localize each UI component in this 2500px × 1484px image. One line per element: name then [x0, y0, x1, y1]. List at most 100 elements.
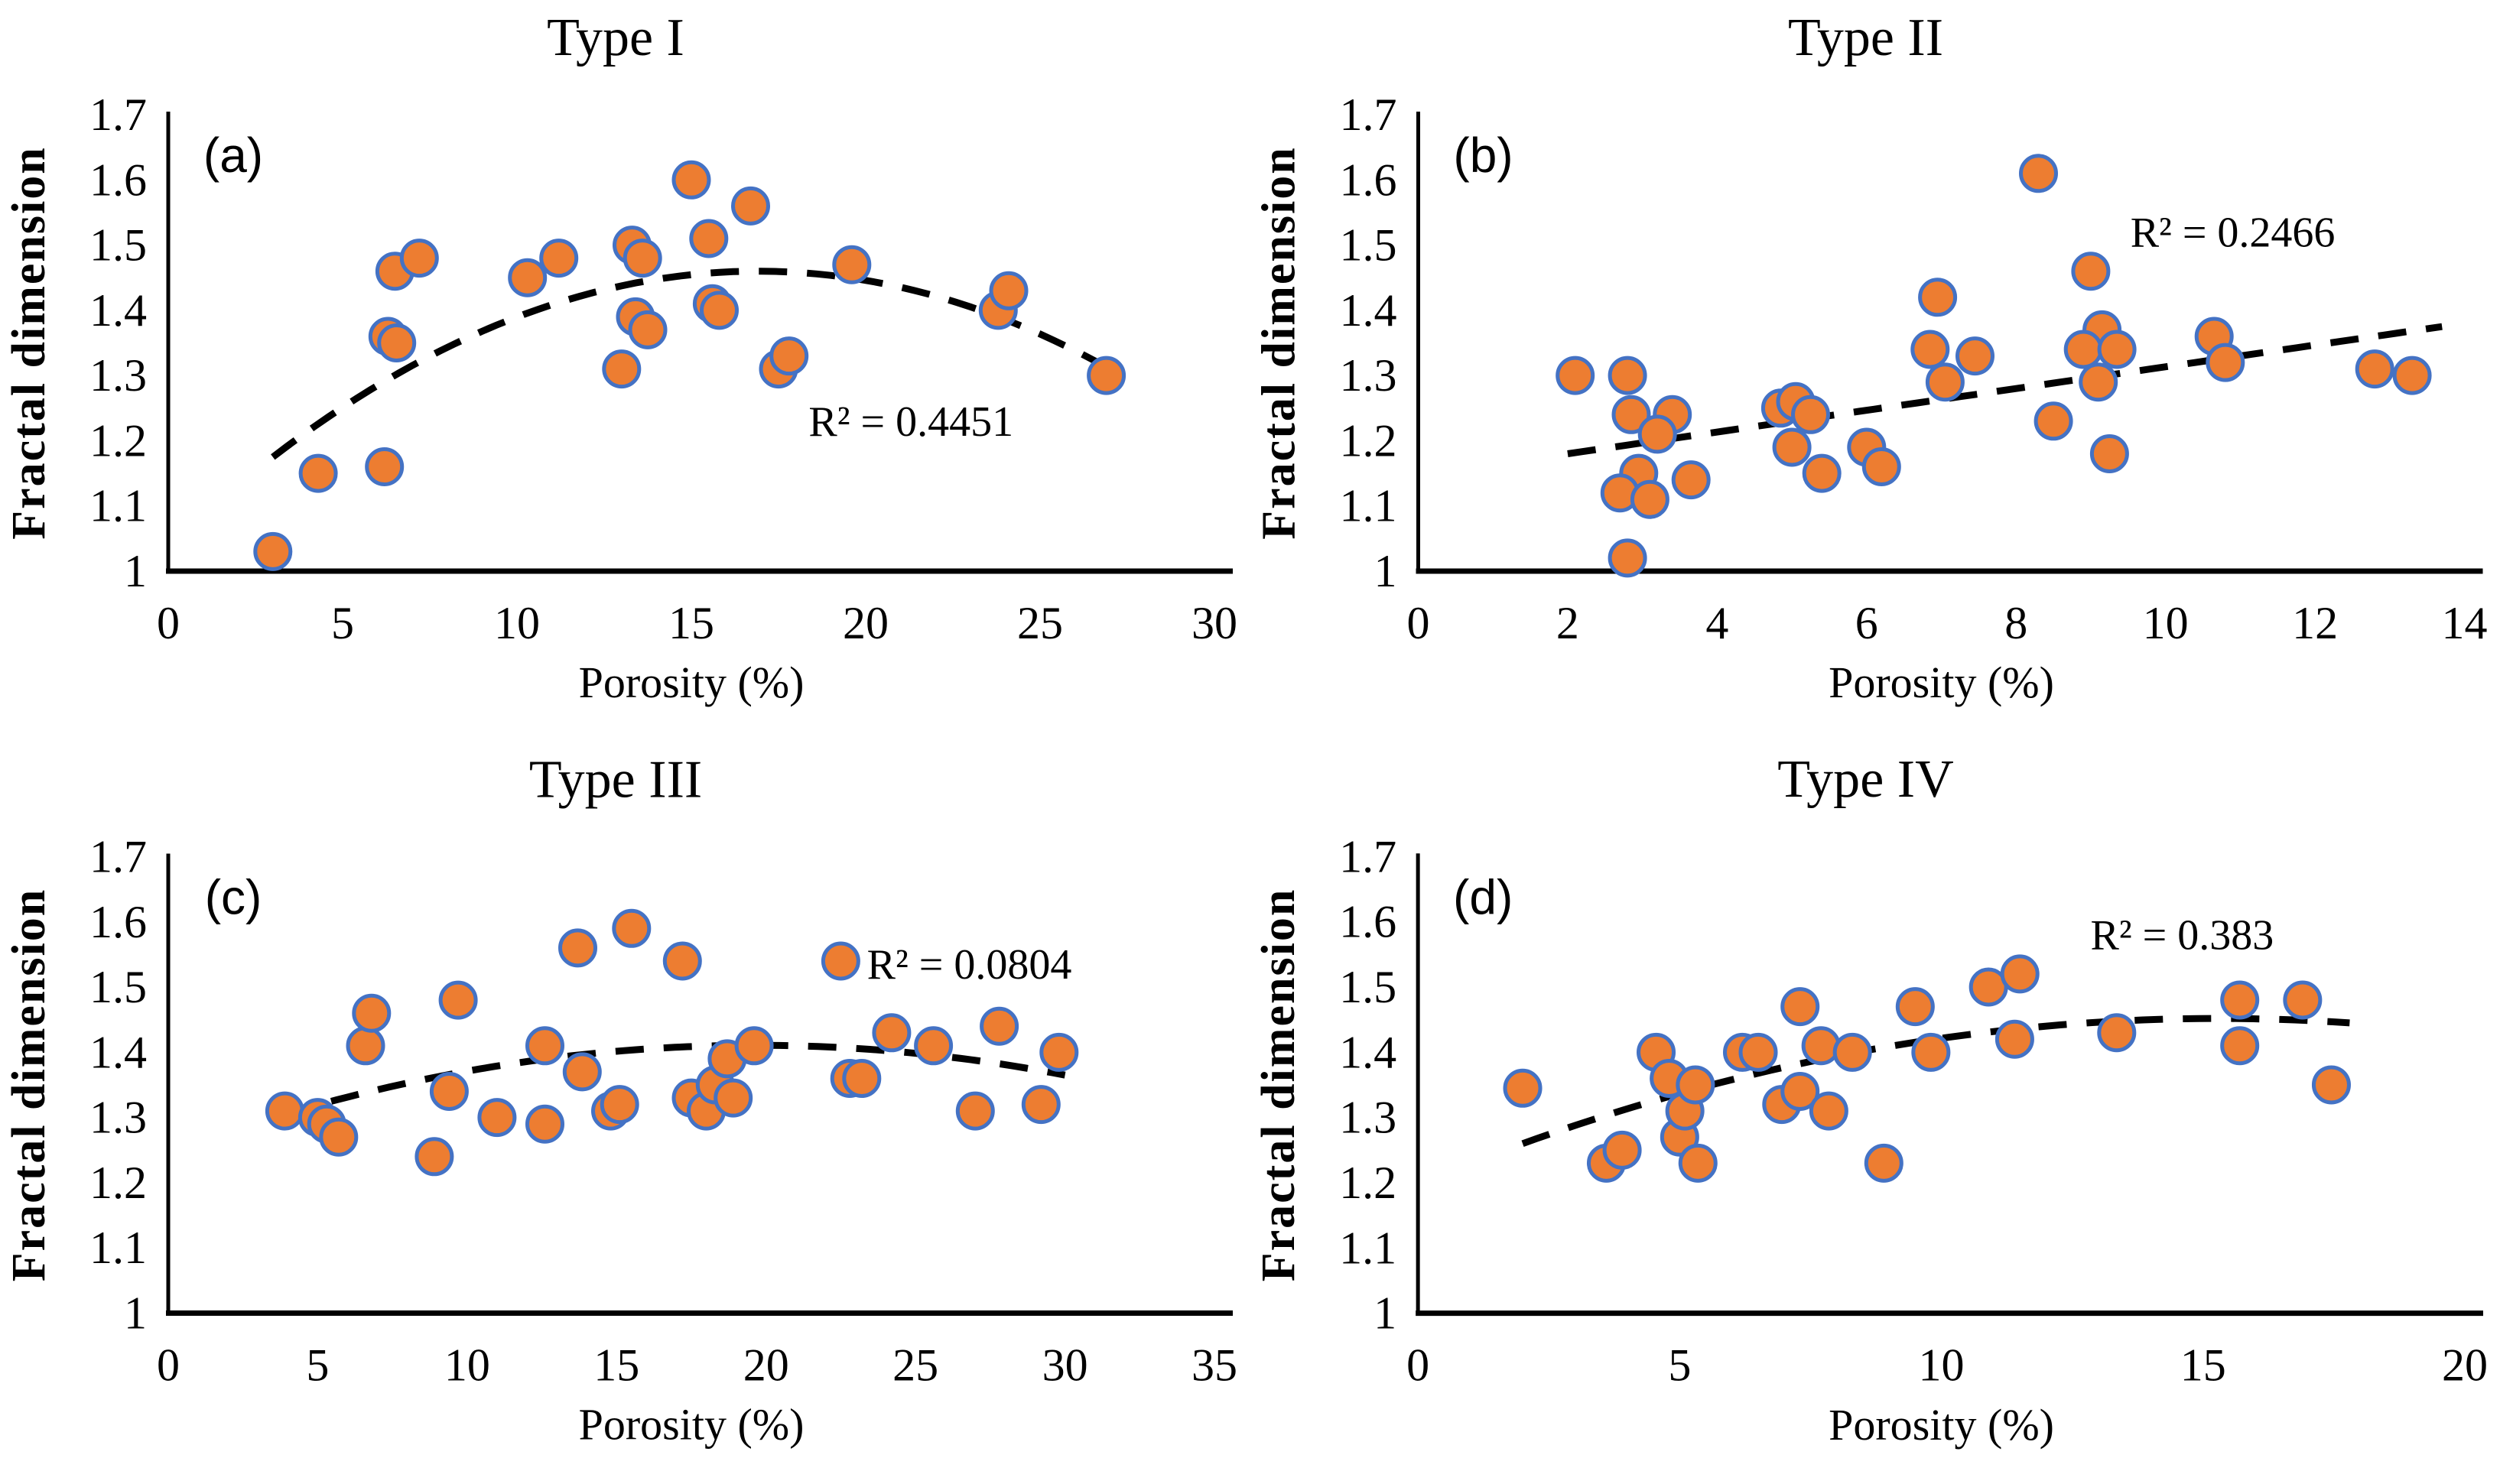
scatter-point — [989, 271, 1029, 310]
scatter-point — [2220, 980, 2260, 1020]
scatter-point — [2033, 401, 2073, 441]
y-tick-label: 1.7 — [89, 832, 147, 882]
scatter-point — [1678, 1143, 1718, 1183]
scatter-point — [562, 1052, 602, 1092]
x-tick-label: 8 — [2004, 598, 2027, 648]
x-tick-label: 4 — [1705, 598, 1728, 648]
x-tick-label: 35 — [1191, 1340, 1237, 1391]
panel-letter: (c) — [205, 870, 262, 925]
scatter-point — [438, 980, 478, 1020]
scatter-point — [1861, 447, 1901, 486]
y-tick-label: 1.1 — [1340, 481, 1397, 531]
x-tick-label: 15 — [593, 1340, 639, 1391]
panel-d-chart: 1 1.1 1.2 1.3 1.4 1.5 1.6 1.7 0 5 10 15 20 Porosity (… — [1253, 750, 2488, 1450]
scatter-point — [1780, 987, 1820, 1027]
scatter-point — [2019, 154, 2058, 193]
scatter-point — [1738, 1032, 1778, 1072]
scatter-point — [1802, 453, 1842, 493]
scatter-point — [414, 1137, 454, 1177]
y-tick-label: 1.5 — [89, 962, 147, 1012]
panel-d: 1 1.1 1.2 1.3 1.4 1.5 1.6 1.7 0 5 10 15 20 Porosity (… — [1250, 742, 2500, 1484]
y-tick-label: 1 — [124, 1288, 147, 1339]
scatter-point — [602, 349, 642, 389]
y-tick-label: 1.5 — [1340, 220, 1397, 271]
r-squared-label: R² = 0.0804 — [867, 941, 1072, 989]
scatter-point — [1925, 362, 1965, 402]
scatter-point — [1608, 538, 1647, 578]
scatter-point — [1895, 987, 1935, 1027]
y-tick-label: 1.6 — [1339, 897, 1396, 947]
panel-b: 1 1.1 1.2 1.3 1.4 1.5 1.6 1.7 0 2 4 6 8 10 12 14 Porosit… — [1250, 0, 2500, 742]
scatter-point — [2097, 330, 2137, 369]
scatter-point — [1556, 356, 1595, 395]
r-squared-label: R² = 0.4451 — [808, 398, 1013, 446]
scatter-point — [319, 1117, 359, 1157]
scatter-point — [1602, 1130, 1642, 1170]
scatter-point — [429, 1072, 469, 1111]
x-axis-title: Porosity (%) — [579, 1400, 805, 1450]
y-tick-label: 1.7 — [89, 89, 147, 140]
x-tick-label: 12 — [2292, 598, 2338, 648]
x-tick-label: 10 — [494, 598, 540, 648]
x-tick-label: 30 — [1191, 598, 1237, 648]
scatter-point — [731, 186, 770, 226]
chart-title: Type I — [547, 8, 684, 67]
r-squared-label: R² = 0.2466 — [2131, 209, 2336, 257]
scatter-point — [1910, 330, 1950, 369]
scatter-point — [671, 160, 711, 200]
y-tick-label: 1.4 — [89, 285, 147, 336]
x-tick-label: 5 — [331, 598, 354, 648]
scatter-point — [689, 219, 729, 258]
scatter-point — [612, 908, 652, 948]
x-tick-label: 14 — [2442, 598, 2488, 648]
scatter-point — [1994, 1019, 2034, 1059]
scatter-point — [298, 453, 338, 493]
scatter-point — [508, 258, 548, 297]
scatter-point — [346, 1026, 385, 1066]
trend-line — [1567, 323, 2443, 457]
scatter-point — [914, 1026, 954, 1066]
y-tick-label: 1 — [124, 546, 147, 596]
y-tick-label: 1.2 — [1339, 1158, 1396, 1208]
y-tick-label: 1.4 — [89, 1027, 147, 1077]
y-tick-label: 1.2 — [1340, 415, 1397, 466]
scatter-point — [1676, 1065, 1715, 1105]
x-tick-label: 2 — [1556, 598, 1579, 648]
y-tick-label: 1.1 — [89, 1223, 147, 1273]
y-tick-label: 1.3 — [1340, 350, 1397, 401]
scatter-point — [525, 1104, 564, 1144]
scatter-point — [769, 336, 809, 376]
scatter-point — [253, 531, 293, 571]
scatter-point — [832, 245, 872, 284]
scatter-point — [980, 1006, 1019, 1046]
scatter-point — [1671, 460, 1711, 500]
scatter-point — [2000, 954, 2040, 994]
scatter-point — [1780, 1071, 1820, 1111]
scatter-point — [2206, 343, 2245, 382]
y-tick-label: 1 — [1374, 1288, 1396, 1339]
scatter-point — [539, 239, 579, 278]
panel-c: 1 1.1 1.2 1.3 1.4 1.5 1.6 1.7 0 5 10 15 20 25 30 35 Poro… — [0, 742, 1250, 1484]
scatter-point — [2089, 434, 2129, 473]
scatter-point — [1911, 1032, 1951, 1072]
panel-c-chart: 1 1.1 1.2 1.3 1.4 1.5 1.6 1.7 0 5 10 15 20 25 30 35 Poro… — [3, 751, 1237, 1450]
scatter-point — [628, 310, 668, 349]
scatter-point — [2097, 1013, 2137, 1053]
x-tick-label: 30 — [1042, 1340, 1088, 1391]
scatter-point — [1955, 336, 1994, 376]
scatter-point — [1801, 1026, 1841, 1066]
y-tick-label: 1.5 — [89, 220, 147, 271]
panel-a: 1 1.1 1.2 1.3 1.4 1.5 1.6 1.7 0 5 10 15 20 25 30 Porosi… — [0, 0, 1250, 742]
trend-line — [271, 268, 1112, 460]
scatter-point — [525, 1026, 564, 1066]
y-tick-label: 1.3 — [89, 1093, 147, 1143]
scatter-point — [623, 239, 662, 278]
x-tick-label: 25 — [1017, 598, 1063, 648]
y-tick-label: 1.6 — [89, 154, 147, 205]
x-tick-label: 0 — [1406, 1340, 1429, 1391]
scatter-point — [1864, 1143, 1903, 1183]
x-tick-label: 20 — [743, 1340, 789, 1391]
panel-letter: (d) — [1453, 869, 1513, 924]
scatter-point — [1608, 356, 1647, 395]
